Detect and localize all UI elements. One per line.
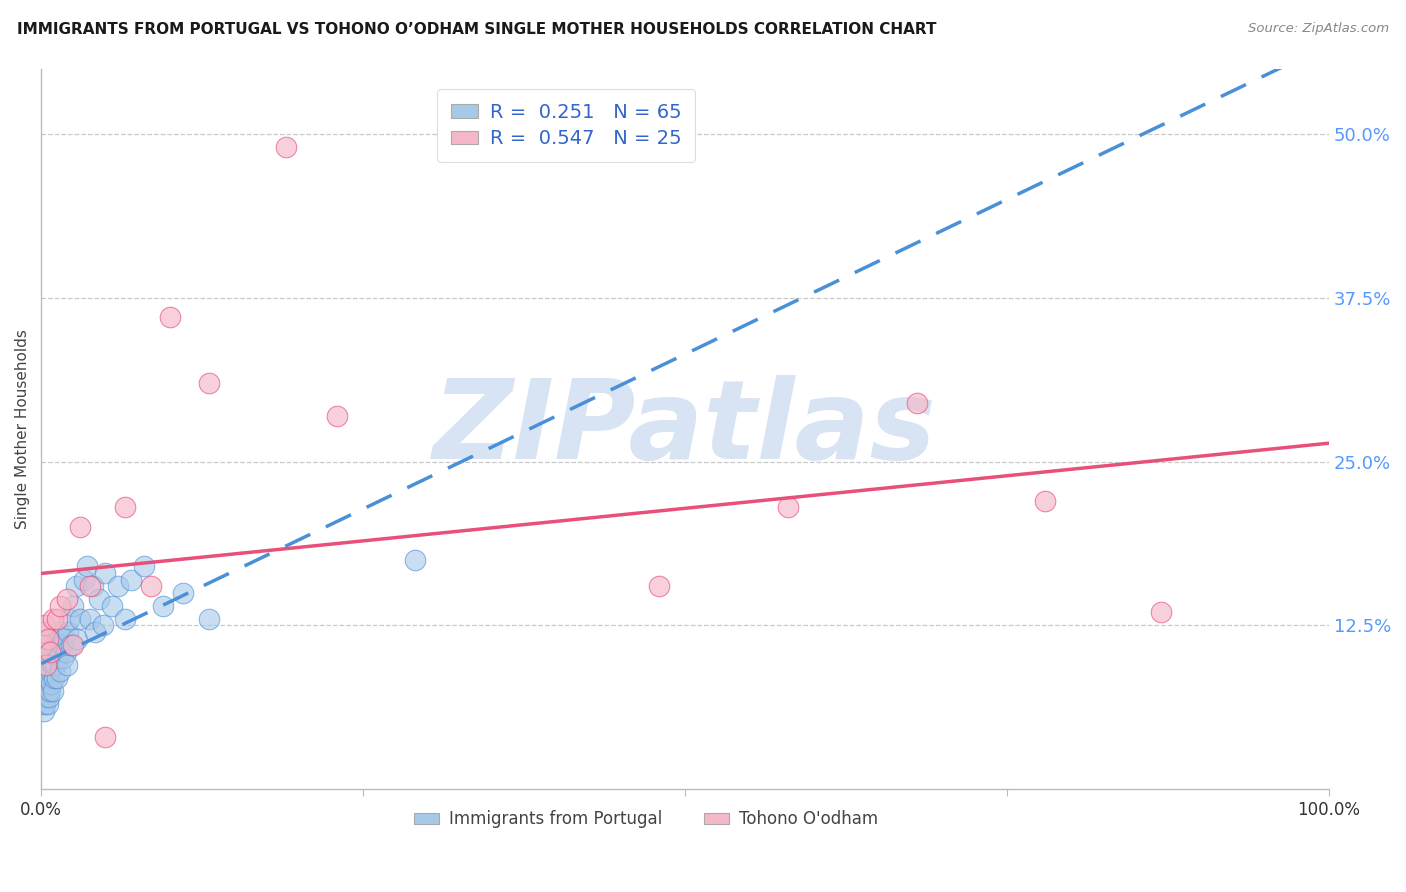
Point (42, 638, 65, 652)
Point (31, 697, 53, 711)
Point (274, 140, 297, 154)
Point (114, 612, 136, 626)
Point (32, 665, 55, 679)
Point (46, 651, 69, 665)
Point (62, 599, 84, 613)
Point (49, 665, 72, 679)
Point (39, 684, 62, 698)
Point (107, 579, 129, 593)
Point (56, 657, 79, 672)
Point (34, 618, 56, 632)
Point (34, 657, 56, 672)
Point (905, 395, 928, 409)
Point (31, 684, 53, 698)
Point (51, 638, 73, 652)
Point (56, 624, 79, 639)
Point (35, 690, 58, 705)
Point (72, 573, 94, 587)
Point (139, 579, 162, 593)
Point (79, 612, 101, 626)
Point (134, 559, 156, 574)
Point (48, 624, 70, 639)
Point (32, 624, 55, 639)
Text: ZIPatlas: ZIPatlas (433, 376, 936, 483)
Y-axis label: Single Mother Households: Single Mother Households (15, 329, 30, 529)
Point (114, 500, 136, 515)
Point (35, 657, 58, 672)
Point (62, 638, 84, 652)
Point (49, 599, 72, 613)
Point (84, 624, 107, 639)
Point (32, 704, 55, 718)
Point (32, 677, 55, 691)
Point (41, 657, 63, 672)
Point (56, 592, 79, 607)
Point (35, 651, 58, 665)
Point (404, 553, 426, 567)
Point (197, 612, 219, 626)
Point (37, 638, 59, 652)
Point (197, 376, 219, 390)
Point (59, 638, 82, 652)
Point (37, 671, 59, 685)
Point (65, 579, 87, 593)
Point (38, 645, 60, 659)
Point (159, 310, 181, 325)
Point (55, 645, 77, 659)
Point (94, 730, 117, 744)
Text: Source: ZipAtlas.com: Source: ZipAtlas.com (1249, 22, 1389, 36)
Point (94, 566, 117, 580)
Point (52, 651, 75, 665)
Point (1150, 605, 1173, 619)
Point (41, 612, 63, 626)
Point (152, 599, 174, 613)
Point (41, 684, 63, 698)
Point (69, 520, 91, 534)
Point (648, 579, 671, 593)
Point (32, 690, 55, 705)
Point (76, 559, 98, 574)
Point (39, 645, 62, 659)
Point (39, 632, 62, 646)
Point (35, 677, 58, 691)
Point (31, 671, 53, 685)
Point (69, 612, 91, 626)
Point (41, 677, 63, 691)
Point (31, 638, 53, 652)
Point (1035, 494, 1057, 508)
Point (41, 651, 63, 665)
Point (42, 671, 65, 685)
Text: IMMIGRANTS FROM PORTUGAL VS TOHONO O’ODHAM SINGLE MOTHER HOUSEHOLDS CORRELATION : IMMIGRANTS FROM PORTUGAL VS TOHONO O’ODH… (17, 22, 936, 37)
Point (53, 632, 76, 646)
Point (37, 697, 59, 711)
Point (38, 671, 60, 685)
Point (120, 573, 142, 587)
Point (39, 665, 62, 679)
Point (101, 599, 124, 613)
Point (776, 500, 799, 515)
Point (38, 690, 60, 705)
Point (172, 585, 194, 599)
Point (45, 632, 67, 646)
Point (34, 671, 56, 685)
Point (326, 409, 349, 423)
Point (45, 671, 67, 685)
Point (45, 612, 67, 626)
Point (87, 592, 110, 607)
Point (37, 632, 59, 646)
Point (91, 618, 114, 632)
Point (58, 612, 80, 626)
Legend: Immigrants from Portugal, Tohono O'odham: Immigrants from Portugal, Tohono O'odham (408, 804, 884, 835)
Point (34, 697, 56, 711)
Point (66, 632, 89, 646)
Point (34, 684, 56, 698)
Point (79, 579, 101, 593)
Point (44, 657, 66, 672)
Point (37, 684, 59, 698)
Point (82, 579, 104, 593)
